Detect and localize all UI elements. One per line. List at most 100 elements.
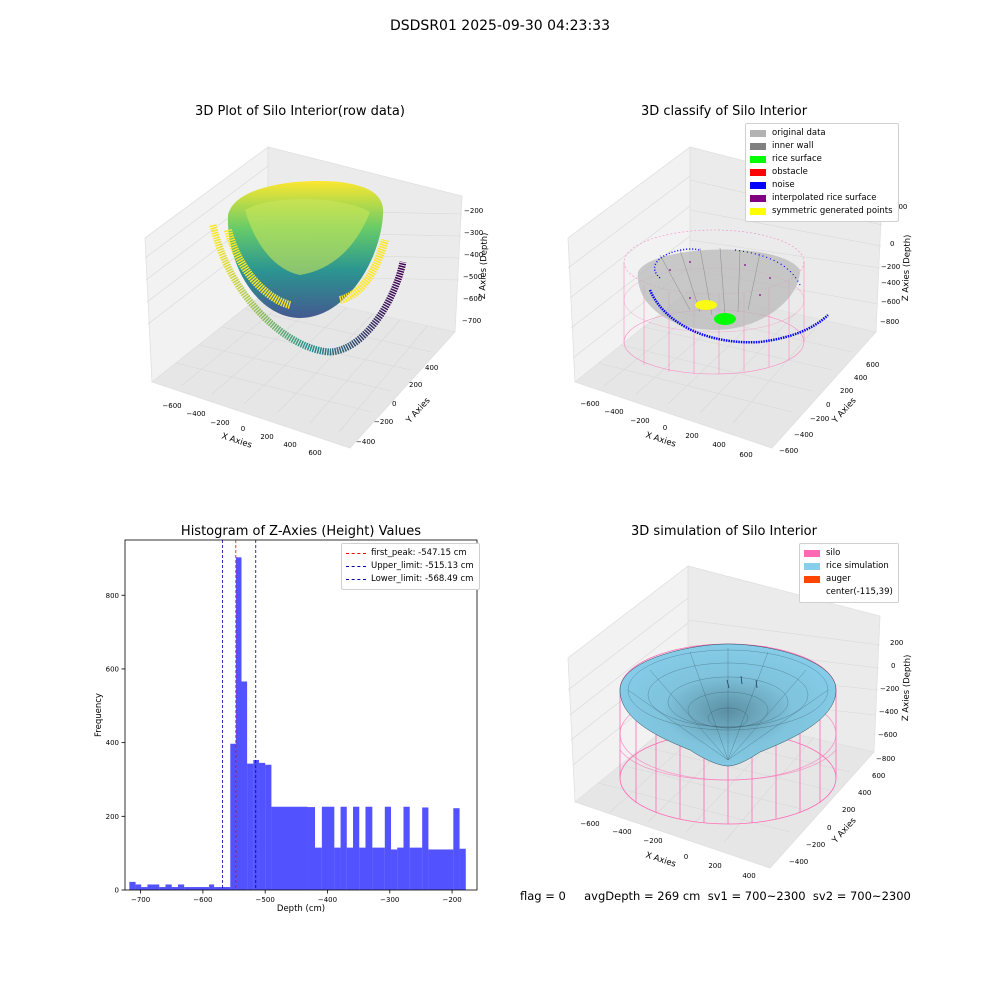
legend-item: obstacle xyxy=(750,166,893,179)
legend-swatch xyxy=(804,550,820,557)
p1-ytick: 400 xyxy=(425,364,438,372)
histogram-ytick-label: 400 xyxy=(106,739,119,747)
figure-title: DSDSR01 2025-09-30 04:23:33 xyxy=(389,18,610,34)
histogram-bar xyxy=(428,849,454,890)
p2-xtick: −400 xyxy=(604,408,623,416)
p4-ytick: 400 xyxy=(858,789,871,797)
histogram-bar xyxy=(459,848,466,890)
p2-ztick: 200 xyxy=(894,203,907,211)
legend-label: Upper_limit: -515.13 cm xyxy=(371,561,474,571)
histogram-bar xyxy=(265,764,272,890)
p1-xtick: 600 xyxy=(308,449,321,457)
histogram-xtick-label: −500 xyxy=(256,896,275,904)
p4-ytick: 0 xyxy=(827,824,831,832)
p1-ztick: −400 xyxy=(464,251,483,259)
legend-item: Lower_limit: -568.49 cm xyxy=(346,573,474,586)
p1-xtick: −200 xyxy=(210,419,229,427)
histogram-bar xyxy=(253,759,259,890)
histogram-ytick-label: 600 xyxy=(106,665,119,673)
histogram-bar xyxy=(340,806,347,890)
p4-ytick: 200 xyxy=(842,806,855,814)
legend-swatch xyxy=(750,169,766,176)
histogram-bar xyxy=(359,847,366,890)
p2-ytick: 200 xyxy=(840,387,853,395)
histogram-bar xyxy=(271,806,308,890)
histogram-bar xyxy=(241,681,248,890)
histogram-xtick-label: −300 xyxy=(380,896,399,904)
p1-ytick: −200 xyxy=(374,418,393,426)
legend-swatch xyxy=(750,156,766,163)
legend-item: silo xyxy=(804,547,893,560)
p4-ztick: 0 xyxy=(891,662,895,670)
histogram-bar xyxy=(321,806,335,890)
p4-xtick: 0 xyxy=(684,853,688,861)
histogram-bar xyxy=(422,807,429,890)
p4-ztick: 200 xyxy=(890,639,903,647)
legend-swatch xyxy=(750,208,766,215)
p1-ztick: −600 xyxy=(463,295,482,303)
p4-ytick: 600 xyxy=(872,772,885,780)
p4-ytick: −400 xyxy=(789,858,808,866)
legend-item: symmetric generated points xyxy=(750,205,893,218)
p4-xtick: −400 xyxy=(612,828,631,836)
p2-ytick: 400 xyxy=(854,374,867,382)
p4-zlabel: Z Axies (Depth) xyxy=(901,654,913,721)
legend-swatch xyxy=(750,195,766,202)
histogram-bar xyxy=(397,847,404,890)
legend-label: Lower_limit: -568.49 cm xyxy=(371,574,474,584)
histogram-bar xyxy=(453,808,460,890)
histogram-bar xyxy=(315,847,322,890)
legend-line xyxy=(346,579,366,580)
legend-item: interpolated rice surface xyxy=(750,192,893,205)
histogram-xtick-label: −700 xyxy=(131,896,150,904)
legend-label: rice simulation xyxy=(826,561,889,571)
p2-xtick: 200 xyxy=(685,432,698,440)
legend-swatch xyxy=(750,182,766,189)
legend-label: rice surface xyxy=(772,154,822,164)
legend-label: auger xyxy=(826,574,851,584)
histogram-ylabel: Frequency xyxy=(94,693,104,737)
p2-xtick: −600 xyxy=(580,400,599,408)
p2-xtick: −200 xyxy=(630,417,649,425)
histogram-bar xyxy=(129,881,136,890)
legend-label: noise xyxy=(772,180,795,190)
histogram-bar xyxy=(391,849,398,890)
histogram-bar xyxy=(334,847,341,890)
legend-item: rice simulation xyxy=(804,560,893,573)
panel4-legend: silo rice simulation auger center(-115,3… xyxy=(799,543,899,603)
histogram-bar xyxy=(184,887,210,890)
legend-label: original data xyxy=(772,128,826,138)
legend-item: noise xyxy=(750,179,893,192)
p4-xtick: 200 xyxy=(708,862,721,870)
p1-xtick: 200 xyxy=(260,433,273,441)
histogram-ytick-label: 200 xyxy=(106,813,119,821)
legend-line xyxy=(346,566,366,567)
p1-ztick: −200 xyxy=(464,207,483,215)
histogram-bar xyxy=(214,887,231,890)
status-footer: flag = 0 avgDepth = 269 cm sv1 = 700~230… xyxy=(520,889,911,903)
p1-ztick: −300 xyxy=(464,229,483,237)
legend-label: obstacle xyxy=(772,167,808,177)
p2-xtick: 600 xyxy=(739,451,752,459)
histogram-xtick-label: −400 xyxy=(318,896,337,904)
p4-ztick: −200 xyxy=(880,685,899,693)
legend-item: inner wall xyxy=(750,140,893,153)
p4-xtick: −600 xyxy=(580,820,599,828)
histogram-bar xyxy=(159,887,166,890)
histogram-xtick-label: −600 xyxy=(193,896,212,904)
histogram-bar xyxy=(409,847,423,890)
histogram-bar xyxy=(247,763,254,890)
p2-zlabel: Z Axies (Depth) xyxy=(901,234,913,301)
histogram-bar xyxy=(135,884,142,890)
p2-ztick: −800 xyxy=(880,318,899,326)
p4-ztick: −600 xyxy=(878,731,897,739)
histogram-bar xyxy=(209,884,215,890)
p4-ylabel: Y Axies xyxy=(830,815,859,846)
legend-swatch xyxy=(750,143,766,150)
p4-ztick: −800 xyxy=(876,755,895,763)
legend-swatch xyxy=(804,589,820,596)
p1-xtick: −600 xyxy=(162,402,181,410)
histogram-bar xyxy=(384,806,392,890)
legend-swatch xyxy=(804,576,820,583)
